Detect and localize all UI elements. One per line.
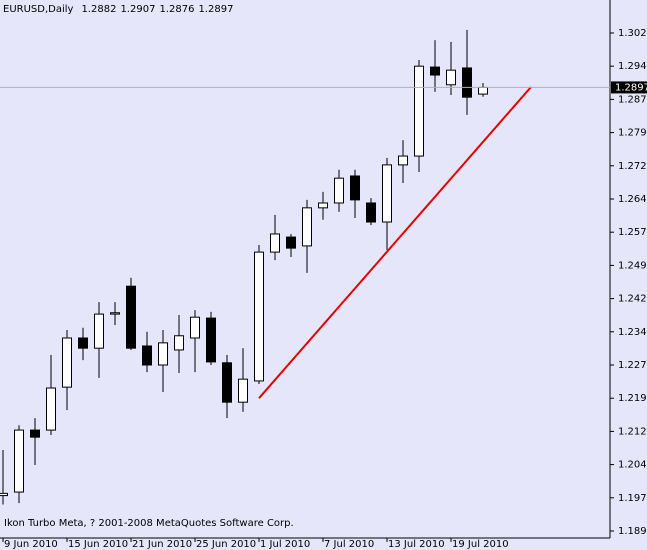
y-tick-label: 1.2345	[618, 327, 647, 338]
candle-body	[462, 67, 472, 98]
candle-body	[0, 492, 8, 497]
candle-body	[14, 429, 24, 493]
candle-body	[46, 387, 56, 431]
candle-body	[238, 378, 248, 403]
y-tick-label: 1.2420	[618, 294, 647, 305]
y-tick-label: 1.1970	[618, 493, 647, 504]
candle-body	[222, 362, 232, 403]
chart-title: EURUSD,Daily 1.2882 1.2907 1.2876 1.2897	[3, 4, 233, 15]
x-tick-label: 9 Jun 2010	[4, 539, 58, 550]
candle-body	[430, 66, 440, 76]
candle-body	[206, 317, 216, 363]
candle-body	[190, 316, 200, 339]
candle-body	[142, 345, 152, 366]
x-tick-label: 21 Jun 2010	[132, 539, 192, 550]
y-tick-label: 1.2945	[618, 61, 647, 72]
candle-body	[270, 233, 280, 253]
candle-body	[382, 164, 392, 223]
candle-body	[318, 202, 328, 209]
last-close: 1.2897	[198, 4, 233, 15]
y-tick-label: 1.2795	[618, 128, 647, 139]
candle-body	[110, 312, 120, 315]
y-tick-label: 1.2195	[618, 393, 647, 404]
y-tick-label: 1.2870	[618, 94, 647, 105]
candle-body	[78, 337, 88, 349]
candle-body	[446, 69, 456, 86]
y-tick-label: 1.2270	[618, 360, 647, 371]
symbol: EURUSD,Daily	[3, 4, 74, 15]
candle-body	[286, 236, 296, 249]
candle-body	[478, 86, 488, 95]
candle-body	[254, 251, 264, 382]
footer: Ikon Turbo Meta, ? 2001-2008 MetaQuotes …	[4, 518, 294, 529]
candle-body	[350, 175, 360, 201]
y-tick-label: 1.2045	[618, 460, 647, 471]
candle-body	[30, 429, 40, 438]
x-tick-label: 13 Jul 2010	[388, 539, 445, 550]
candle-body	[302, 207, 312, 247]
y-tick-label: 1.1895	[618, 526, 647, 537]
candle-body	[334, 177, 344, 204]
last-open: 1.2882	[81, 4, 116, 15]
price-label: 1.2897	[615, 82, 647, 93]
candle-body	[94, 313, 104, 349]
candle-body	[158, 342, 168, 366]
candle-body	[62, 337, 72, 388]
candle-body	[174, 335, 184, 351]
candle-body	[414, 65, 424, 157]
y-tick-label: 1.2720	[618, 161, 647, 172]
price-label-box	[611, 81, 647, 94]
last-high: 1.2907	[120, 4, 155, 15]
candle-body	[366, 202, 376, 223]
y-tick-label: 1.2120	[618, 426, 647, 437]
x-tick-label: 25 Jun 2010	[196, 539, 256, 550]
x-tick-label: 15 Jun 2010	[68, 539, 128, 550]
y-tick-label: 1.2645	[618, 194, 647, 205]
y-tick-label: 1.2495	[618, 260, 647, 271]
candle-body	[126, 285, 136, 349]
x-tick-label: 7 Jul 2010	[324, 539, 374, 550]
y-tick-label: 1.2570	[618, 227, 647, 238]
last-low: 1.2876	[159, 4, 194, 15]
trendline	[258, 86, 532, 399]
x-tick-label: 1 Jul 2010	[260, 539, 310, 550]
y-tick-label: 1.3020	[618, 28, 647, 39]
x-tick-label: 19 Jul 2010	[452, 539, 509, 550]
candle-body	[398, 155, 408, 166]
